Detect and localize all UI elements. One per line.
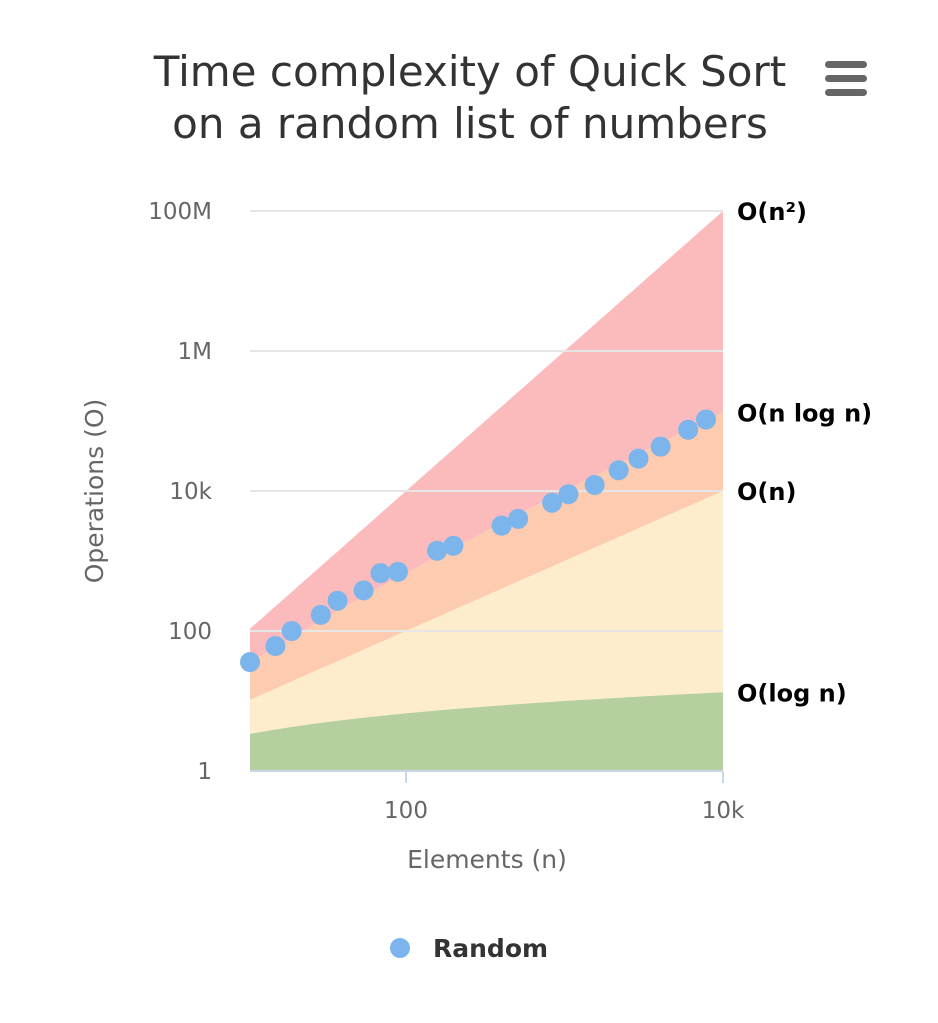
y-tick-label: 1M (178, 339, 212, 365)
x-tick-label: 10k (702, 798, 745, 824)
data-point[interactable] (387, 561, 408, 582)
y-tick-labels: 1 100 10k 1M 100M (148, 199, 212, 785)
band-n (250, 491, 723, 735)
y-tick-label: 1 (197, 759, 212, 785)
data-point[interactable] (558, 484, 579, 505)
band-constant (250, 692, 723, 771)
chart-title-line-1: Time complexity of Quick Sort (153, 47, 787, 96)
data-point[interactable] (353, 580, 374, 601)
data-point[interactable] (281, 621, 302, 641)
band-n-squared (250, 211, 723, 663)
x-tick-labels: 100 10k (384, 798, 745, 824)
band-n-log-n (250, 412, 723, 700)
data-point[interactable] (695, 409, 716, 430)
x-tick-label: 100 (384, 798, 428, 824)
band-labels: O(n²) O(n log n) O(n) O(log n) (737, 198, 872, 707)
data-point[interactable] (310, 604, 331, 625)
data-point[interactable] (443, 535, 464, 556)
data-point[interactable] (678, 419, 699, 440)
axes (250, 770, 724, 783)
x-axis-title: Elements (n) (407, 845, 567, 874)
data-point[interactable] (584, 474, 605, 495)
band-label-log-n: O(log n) (737, 679, 847, 707)
data-point[interactable] (240, 652, 260, 673)
legend-label-random[interactable]: Random (433, 934, 548, 963)
band-label-n-squared: O(n²) (737, 198, 807, 226)
data-point[interactable] (628, 448, 649, 469)
data-point[interactable] (370, 563, 391, 584)
data-point[interactable] (265, 636, 286, 657)
data-point[interactable] (327, 590, 348, 611)
band-label-n: O(n) (737, 478, 796, 506)
data-point[interactable] (427, 540, 448, 561)
band-label-n-log-n: O(n log n) (737, 399, 872, 427)
grid-lines (250, 210, 723, 632)
data-point[interactable] (542, 492, 563, 513)
data-point[interactable] (491, 515, 512, 536)
data-point[interactable] (650, 436, 671, 457)
y-tick-label: 100 (168, 619, 212, 645)
series-random (240, 409, 716, 673)
y-tick-label: 100M (148, 199, 212, 225)
complexity-bands (250, 211, 723, 771)
data-point[interactable] (508, 508, 529, 529)
hamburger-menu-icon[interactable] (825, 61, 867, 96)
y-tick-label: 10k (169, 479, 212, 505)
y-axis-title: Operations (O) (80, 399, 109, 584)
chart-title-line-2: on a random list of numbers (172, 99, 768, 148)
legend[interactable]: Random (390, 934, 548, 963)
legend-marker[interactable] (390, 938, 410, 958)
data-point[interactable] (608, 460, 629, 481)
